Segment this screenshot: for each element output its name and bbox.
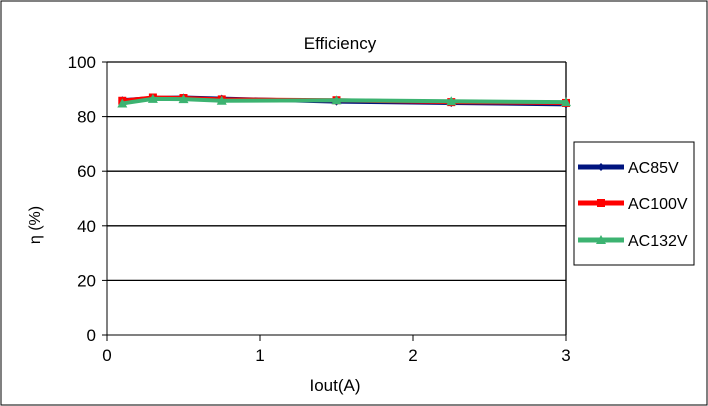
x-axis-label: Iout(A) bbox=[309, 376, 360, 395]
legend-marker-AC100V bbox=[597, 199, 605, 207]
data-point-AC132V-3 bbox=[216, 95, 227, 105]
data-point-AC132V-4 bbox=[331, 95, 342, 105]
x-tick-label-0: 0 bbox=[102, 346, 111, 365]
series-lines bbox=[117, 93, 571, 109]
legend-label-AC100V: AC100V bbox=[628, 196, 688, 213]
x-tick-label-2: 2 bbox=[408, 346, 417, 365]
legend-marker-AC132V bbox=[596, 235, 606, 244]
gridlines bbox=[107, 61, 566, 282]
y-tick-label-20: 20 bbox=[77, 271, 96, 290]
y-axis-label: η (%) bbox=[27, 206, 44, 244]
data-point-AC132V-1 bbox=[147, 93, 158, 103]
data-point-AC132V-2 bbox=[178, 94, 189, 104]
y-tick-label-100: 100 bbox=[68, 53, 96, 72]
legend-item-AC100V: AC100V bbox=[578, 196, 688, 213]
x-tick-labels: 0 1 2 3 bbox=[102, 346, 570, 365]
x-tick-label-3: 3 bbox=[561, 346, 570, 365]
y-tick-label-60: 60 bbox=[77, 162, 96, 181]
legend-marker-AC85V bbox=[597, 163, 605, 171]
y-tick-label-0: 0 bbox=[87, 326, 96, 345]
legend-item-AC85V: AC85V bbox=[578, 160, 679, 177]
x-tick-label-1: 1 bbox=[255, 346, 264, 365]
legend-item-AC132V: AC132V bbox=[578, 233, 688, 250]
data-point-AC132V-6 bbox=[561, 97, 571, 107]
chart-title: Efficiency bbox=[304, 34, 377, 53]
y-tick-label-80: 80 bbox=[77, 108, 96, 127]
data-point-AC132V-0 bbox=[117, 98, 128, 108]
data-point-AC132V-5 bbox=[446, 96, 457, 106]
y-tick-labels: 0 20 40 60 80 100 bbox=[68, 53, 96, 345]
legend-label-AC132V: AC132V bbox=[628, 233, 688, 250]
series-AC132V bbox=[117, 93, 571, 108]
y-tick-label-40: 40 bbox=[77, 217, 96, 236]
legend-label-AC85V: AC85V bbox=[628, 160, 679, 177]
legend: AC85V AC100V AC132V bbox=[573, 141, 695, 266]
